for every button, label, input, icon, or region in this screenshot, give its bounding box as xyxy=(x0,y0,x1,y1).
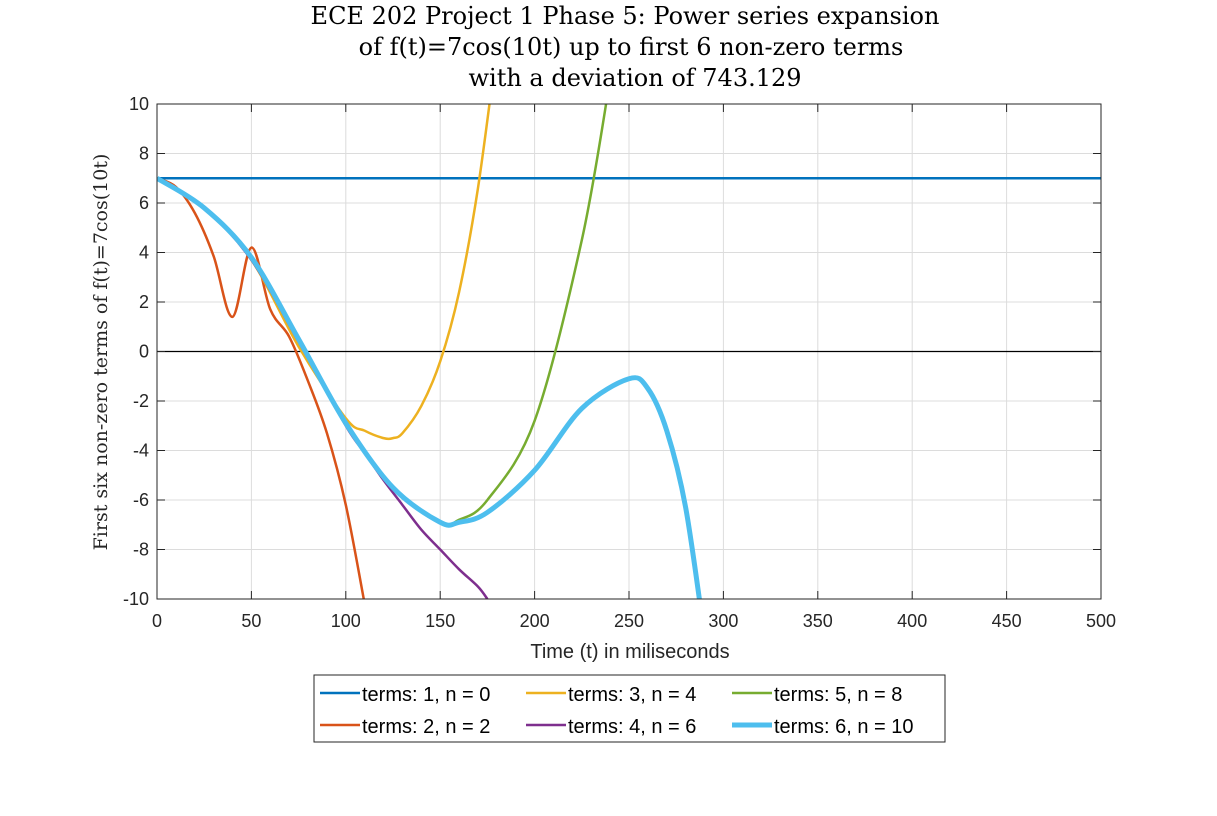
y-axis-label: First six non-zero terms of f(t)=7cos(10… xyxy=(90,154,112,551)
legend-label-4: terms: 4, n = 6 xyxy=(568,716,696,738)
y-tick-label: -2 xyxy=(133,391,149,411)
y-tick-labels: -10 -8 -6 -4 -2 0 2 4 6 8 10 xyxy=(123,94,149,609)
x-tick-label: 200 xyxy=(520,611,550,631)
x-tick-label: 150 xyxy=(425,611,455,631)
chart-title-line-1: ECE 202 Project 1 Phase 5: Power series … xyxy=(311,2,940,30)
y-tick-label: 8 xyxy=(139,144,149,164)
legend-label-3: terms: 3, n = 4 xyxy=(568,684,696,706)
x-tick-labels: 0 50 100 150 200 250 300 350 400 450 500 xyxy=(152,611,1116,631)
legend-label-1: terms: 1, n = 0 xyxy=(362,684,490,706)
y-tick-label: -10 xyxy=(123,589,149,609)
legend-label-6: terms: 6, n = 10 xyxy=(774,716,914,738)
y-tick-label: -8 xyxy=(133,540,149,560)
legend-label-5: terms: 5, n = 8 xyxy=(774,684,902,706)
y-tick-label: 0 xyxy=(139,342,149,362)
legend[interactable]: terms: 1, n = 0 terms: 2, n = 2 terms: 3, … xyxy=(313,674,946,743)
series-lines xyxy=(157,104,1101,599)
series-line-6 xyxy=(157,176,702,599)
x-tick-label: 100 xyxy=(331,611,361,631)
legend-box xyxy=(313,674,946,743)
y-tick-label: 6 xyxy=(139,193,149,213)
chart-title-line-3: with a deviation of 743.129 xyxy=(468,64,801,92)
x-tick-label: 350 xyxy=(803,611,833,631)
x-tick-label: 300 xyxy=(708,611,738,631)
legend-label-2: terms: 2, n = 2 xyxy=(362,716,490,738)
x-tick-label: 250 xyxy=(614,611,644,631)
y-tick-label: 4 xyxy=(139,243,149,263)
x-tick-label: 400 xyxy=(897,611,927,631)
y-tick-label: 10 xyxy=(129,94,149,114)
x-axis-label: Time (t) in miliseconds xyxy=(530,641,729,663)
y-tick-label: -4 xyxy=(133,441,149,461)
y-tick-label: -6 xyxy=(133,490,149,510)
x-tick-label: 450 xyxy=(992,611,1022,631)
x-tick-label: 50 xyxy=(241,611,261,631)
x-tick-label: 500 xyxy=(1086,611,1116,631)
chart-title-line-2: of f(t)=7cos(10t) up to first 6 non-zero… xyxy=(359,33,904,61)
x-tick-label: 0 xyxy=(152,611,162,631)
y-tick-label: 2 xyxy=(139,292,149,312)
axes-box xyxy=(156,103,1102,600)
